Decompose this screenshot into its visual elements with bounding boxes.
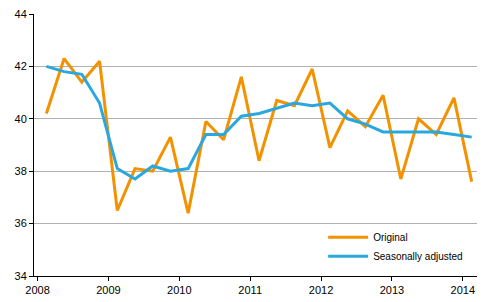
svg-text:38: 38: [15, 165, 27, 177]
svg-text:2013: 2013: [380, 284, 404, 296]
svg-text:2011: 2011: [238, 284, 262, 296]
svg-text:Seasonally adjusted: Seasonally adjusted: [373, 251, 463, 262]
svg-text:34: 34: [15, 270, 27, 282]
svg-text:44: 44: [15, 8, 27, 20]
svg-text:2008: 2008: [25, 284, 49, 296]
svg-text:36: 36: [15, 217, 27, 229]
svg-text:2009: 2009: [96, 284, 120, 296]
svg-text:40: 40: [15, 113, 27, 125]
svg-text:2010: 2010: [167, 284, 191, 296]
svg-text:Original: Original: [373, 232, 407, 243]
svg-text:2012: 2012: [309, 284, 333, 296]
svg-text:42: 42: [15, 60, 27, 72]
svg-text:2014: 2014: [451, 284, 475, 296]
